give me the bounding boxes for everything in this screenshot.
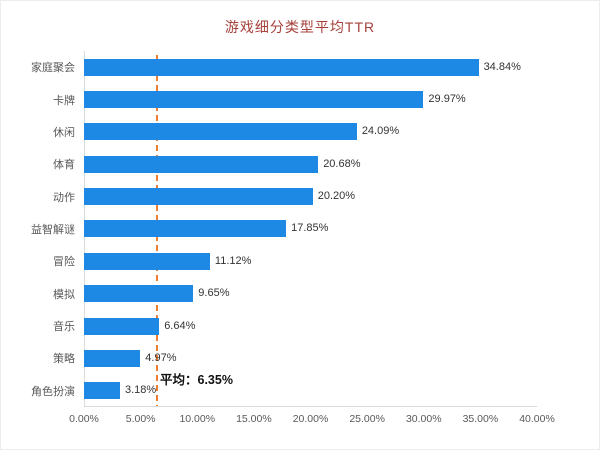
x-tick-label: 0.00% [69,413,99,425]
category-label: 休闲 [53,126,75,139]
chart-row: 家庭聚会 34.84% [11,51,537,83]
bar [84,382,120,400]
bar [84,220,287,238]
x-tick-label: 15.00% [236,413,272,425]
bar [84,317,160,335]
category-label: 动作 [53,191,75,204]
bar [84,155,319,173]
chart-row: 音乐 6.64% [11,310,537,342]
bar [84,285,194,303]
x-tick-label: 5.00% [125,413,156,425]
bar [84,188,313,206]
bar-track: 4.97% [84,349,537,367]
bar-track: 11.12% [84,252,537,270]
category-label: 体育 [53,159,75,172]
x-tick-label: 10.00% [179,413,216,425]
chart-row: 模拟 9.65% [11,278,537,310]
x-tick-label: 30.00% [405,413,442,425]
value-label: 20.68% [323,157,361,170]
value-label: 6.64% [164,319,196,332]
bar [84,252,210,270]
category-label: 冒险 [53,256,75,269]
value-label: 17.85% [291,222,329,235]
bar-track: 3.18% [84,382,537,400]
chart-row: 角色扮演 3.18% [11,375,537,407]
value-label: 4.97% [145,351,177,364]
category-label: 策略 [53,353,75,366]
bar-rows: 家庭聚会 34.84% 卡牌 29.97% 休闲 24.09% 体育 20.68% 动作 20.2… [11,51,537,407]
bar-track: 34.84% [84,58,537,76]
x-tick-label: 25.00% [349,413,385,425]
category-label: 角色扮演 [31,385,75,398]
bar-track: 24.09% [84,123,537,141]
bar-track: 20.68% [84,155,537,173]
category-label: 益智解谜 [31,223,75,236]
value-label: 24.09% [361,125,400,138]
bar [84,91,424,109]
chart-row: 体育 20.68% [11,148,537,180]
x-tick-label: 35.00% [462,413,499,425]
chart-row: 冒险 11.12% [11,245,537,277]
value-label: 9.65% [198,287,230,300]
value-label: 11.12% [214,254,252,267]
category-label: 模拟 [53,288,75,301]
bar-track: 29.97% [84,91,537,109]
category-label: 卡牌 [53,94,75,107]
chart-row: 策略 4.97% [11,342,537,374]
bar-track: 17.85% [84,220,537,238]
average-label: 平均：6.35% [160,373,233,387]
category-label: 音乐 [53,321,75,334]
bar [84,58,479,76]
bar-track: 9.65% [84,285,537,303]
x-axis: 0.00% 5.00% 10.00% 15.00% 20.00% 25.00% 30.00%… [69,413,555,427]
chart-row: 益智解谜 17.85% [11,213,537,245]
value-label: 3.18% [125,384,157,397]
bar [84,123,357,141]
bar [84,349,141,367]
value-label: 20.20% [317,190,356,203]
value-label: 34.84% [483,60,521,73]
value-label: 29.97% [428,93,466,106]
x-tick-label: 20.00% [292,413,329,425]
chart-row: 卡牌 29.97% [11,83,537,115]
bar-track: 6.64% [84,317,537,335]
chart-title: 游戏细分类型平均TTR [224,19,376,35]
chart-row: 休闲 24.09% [11,116,537,148]
x-tick-label: 40.00% [519,413,555,425]
bar-track: 20.20% [84,188,537,206]
category-label: 家庭聚会 [31,62,75,75]
chart-row: 动作 20.20% [11,180,537,212]
